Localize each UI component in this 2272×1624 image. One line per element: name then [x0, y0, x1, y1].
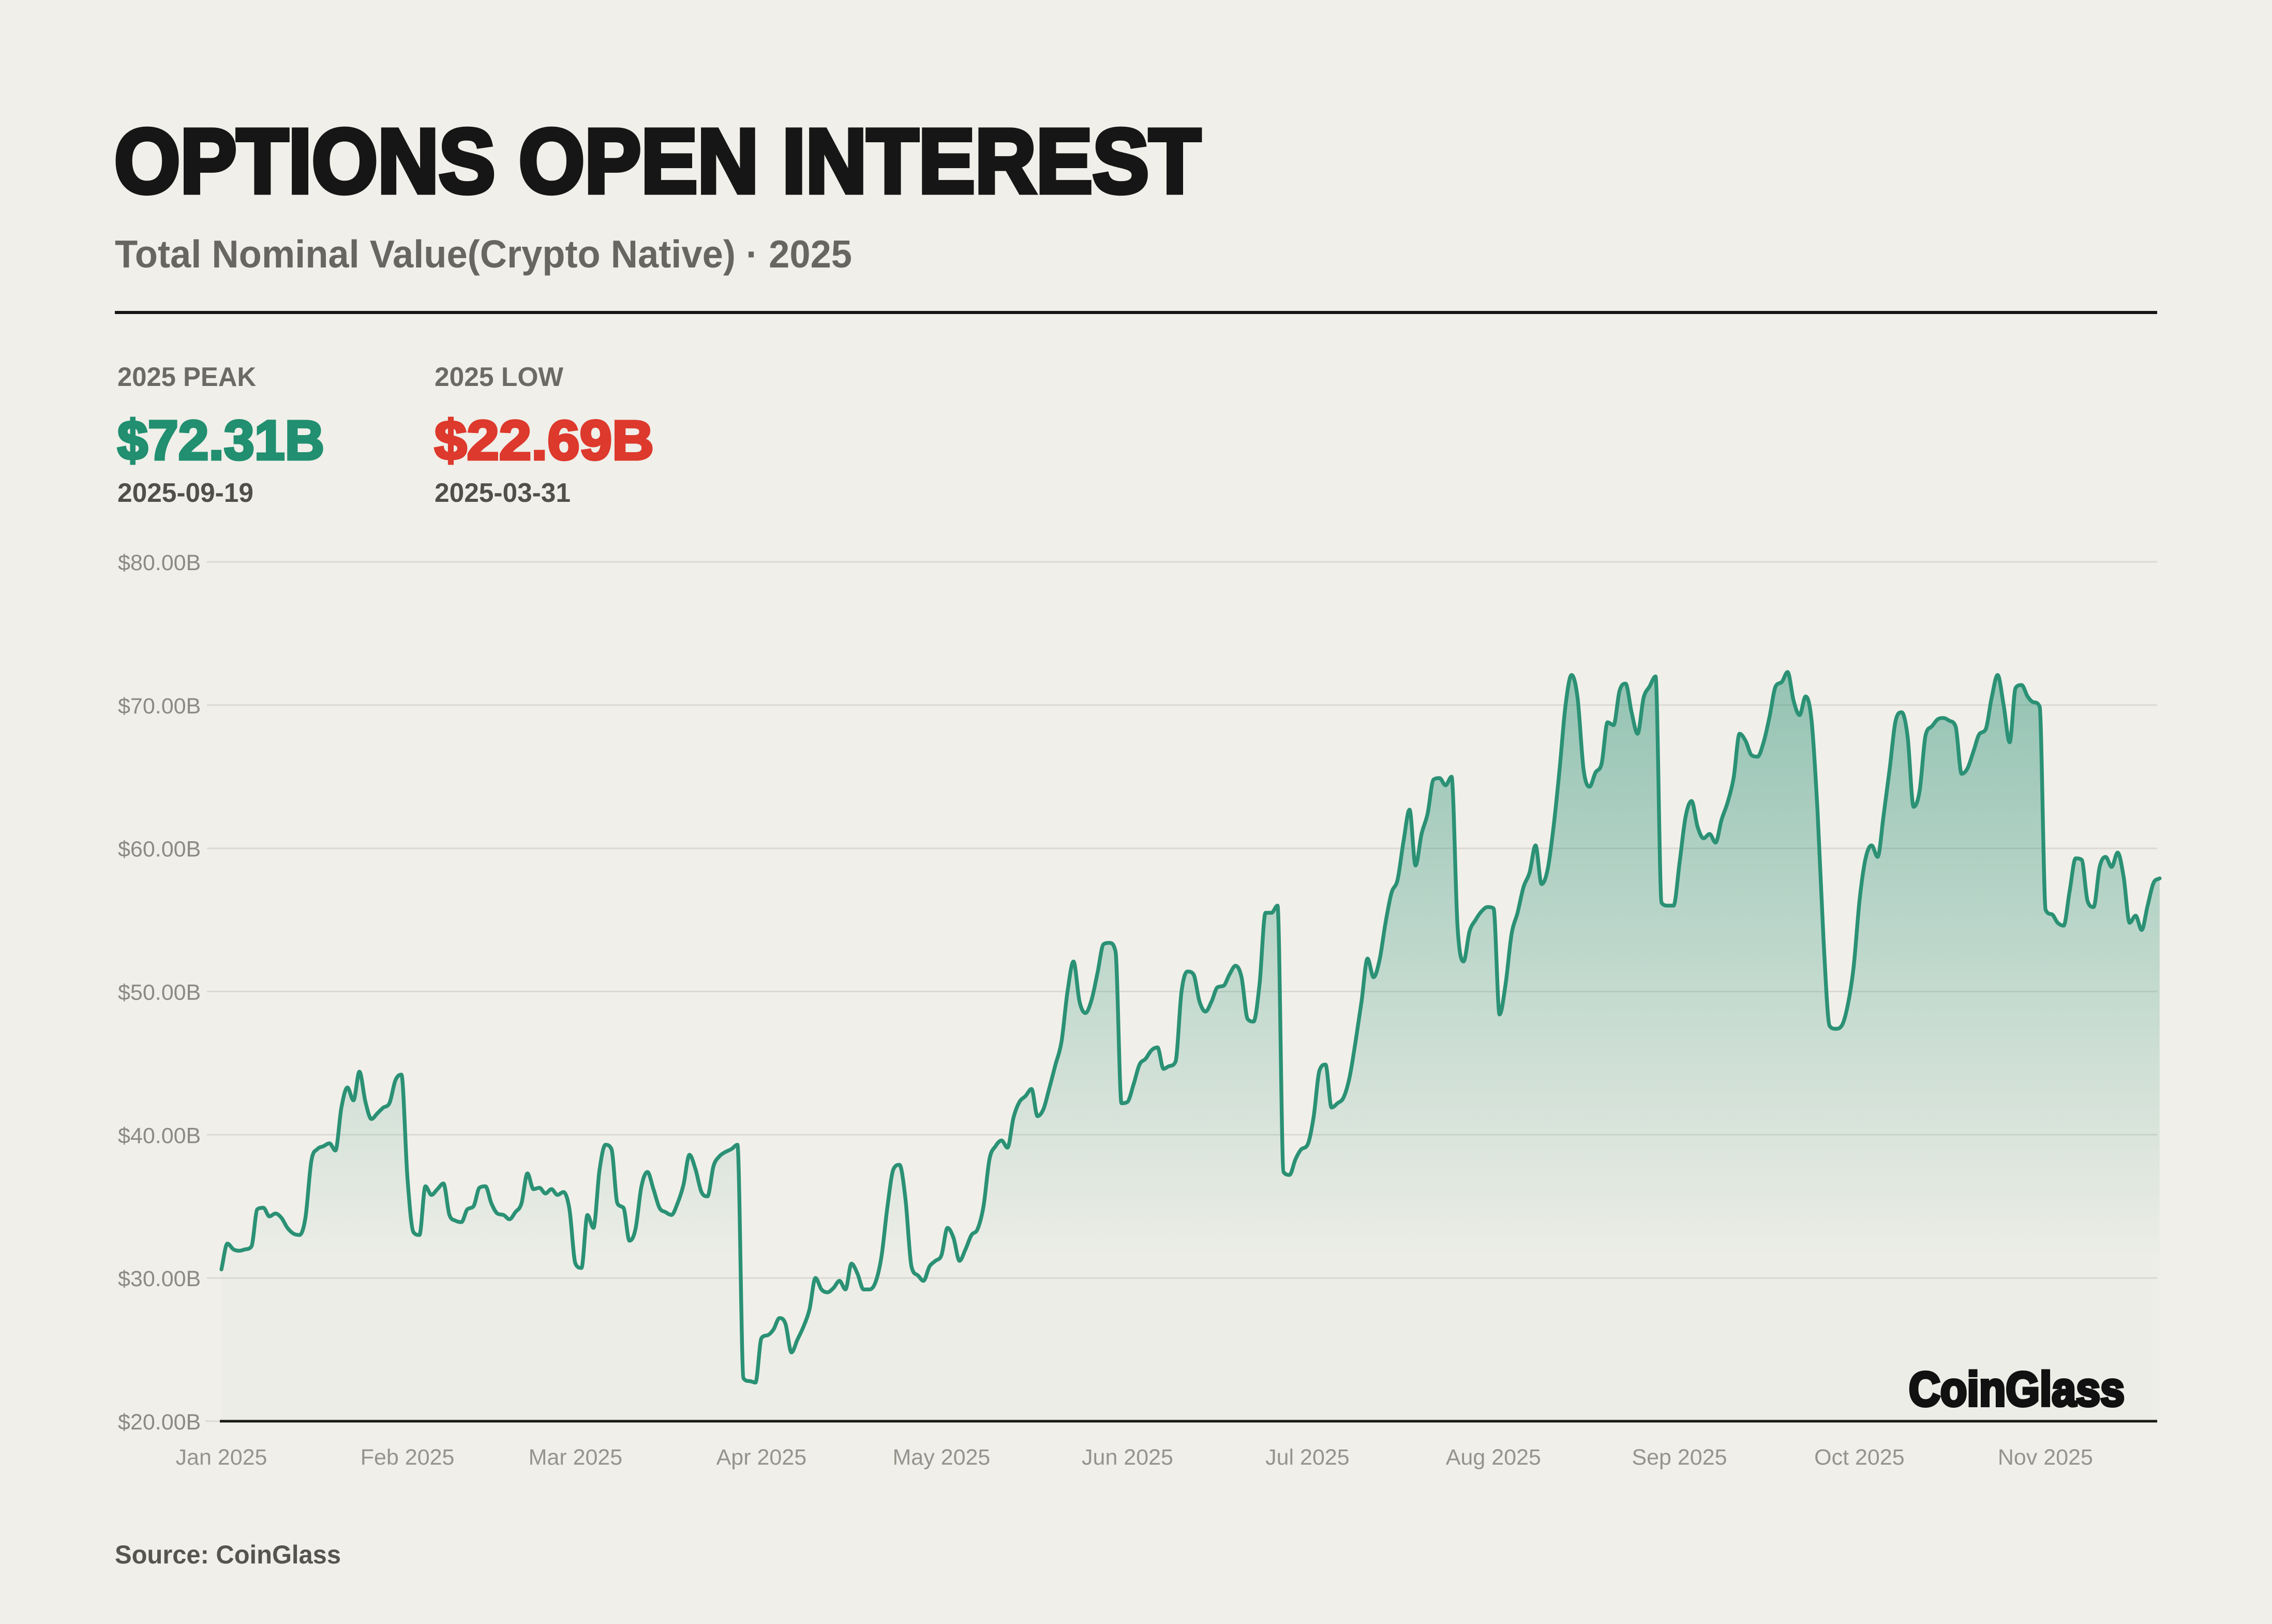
svg-text:Mar 2025: Mar 2025	[529, 1445, 623, 1470]
svg-text:$20.00B: $20.00B	[118, 1410, 201, 1435]
svg-text:$22.69B: $22.69B	[435, 409, 654, 471]
svg-text:Source: CoinGlass: Source: CoinGlass	[115, 1540, 341, 1569]
svg-text:2025-03-31: 2025-03-31	[435, 478, 571, 508]
svg-text:$70.00B: $70.00B	[118, 694, 201, 719]
svg-text:$50.00B: $50.00B	[118, 980, 201, 1005]
svg-text:Nov 2025: Nov 2025	[1998, 1445, 2093, 1470]
svg-text:Oct 2025: Oct 2025	[1814, 1445, 1905, 1470]
svg-text:$60.00B: $60.00B	[118, 837, 201, 862]
svg-text:$80.00B: $80.00B	[118, 550, 201, 575]
svg-text:May 2025: May 2025	[892, 1445, 990, 1470]
svg-text:OPTIONS OPEN INTEREST: OPTIONS OPEN INTEREST	[114, 111, 1201, 212]
svg-text:Sep 2025: Sep 2025	[1632, 1445, 1727, 1470]
svg-text:Aug 2025: Aug 2025	[1446, 1445, 1541, 1470]
svg-text:Jan 2025: Jan 2025	[176, 1445, 267, 1470]
svg-text:Apr 2025: Apr 2025	[716, 1445, 807, 1470]
svg-text:Jun 2025: Jun 2025	[1082, 1445, 1173, 1470]
svg-text:CoinGlass: CoinGlass	[1909, 1362, 2125, 1416]
svg-text:2025 LOW: 2025 LOW	[435, 362, 564, 392]
svg-text:2025-09-19: 2025-09-19	[117, 478, 253, 508]
svg-text:$72.31B: $72.31B	[117, 409, 324, 471]
svg-text:$30.00B: $30.00B	[118, 1267, 201, 1291]
svg-text:Jul 2025: Jul 2025	[1265, 1445, 1350, 1470]
svg-text:Feb 2025: Feb 2025	[361, 1445, 455, 1470]
svg-text:2025 PEAK: 2025 PEAK	[117, 362, 256, 392]
svg-text:$40.00B: $40.00B	[118, 1123, 201, 1148]
svg-text:Total Nominal Value(Crypto Nat: Total Nominal Value(Crypto Native) · 202…	[115, 232, 852, 276]
